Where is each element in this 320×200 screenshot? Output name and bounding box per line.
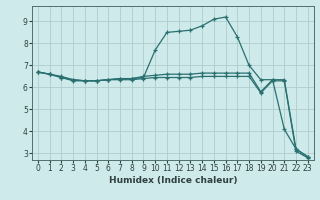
X-axis label: Humidex (Indice chaleur): Humidex (Indice chaleur) — [108, 176, 237, 185]
